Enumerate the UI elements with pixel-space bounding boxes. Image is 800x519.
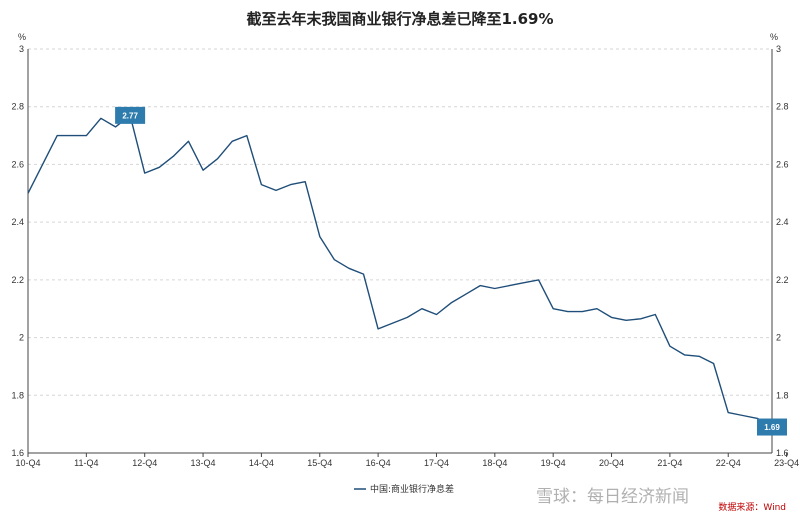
- watermark: 雪球：每日经济新闻: [536, 487, 689, 507]
- x-tick-label: 21-Q4: [657, 458, 682, 468]
- chart-title: 截至去年末我国商业银行净息差已降至1.69%: [246, 10, 553, 28]
- y-tick-label-left: 2.2: [11, 275, 24, 285]
- y-tick-label-right: 2.2: [776, 275, 789, 285]
- right-axis-unit: %: [770, 32, 778, 42]
- y-tick-label-left: 2: [19, 333, 24, 343]
- y-tick-label-right: 2: [776, 333, 781, 343]
- x-tick-label: 14-Q4: [249, 458, 274, 468]
- x-tick-label: 22-Q4: [716, 458, 741, 468]
- x-tick-label: 11-Q4: [74, 458, 98, 468]
- data-callout: [115, 106, 146, 124]
- series-line: [27, 114, 773, 428]
- y-tick-label-left: 2.8: [11, 102, 24, 112]
- y-tick-label-left: 1.8: [11, 390, 24, 400]
- y-tick-label-right: 3: [776, 44, 781, 54]
- left-y-axis-ticks: 1.6 1.8 2 2.2 2.4 2.6 2.8 3: [11, 44, 24, 458]
- y-tick-label-left: 2.6: [11, 159, 24, 169]
- gridlines: [28, 48, 772, 396]
- callouts-layer: 2.77 1.69: [115, 106, 787, 436]
- x-tick-label: 19-Q4: [541, 458, 566, 468]
- data-source: 数据来源：Wind: [718, 501, 786, 513]
- legend: 中国:商业银行净息差: [354, 483, 454, 495]
- x-tick-label: 20-Q4: [599, 458, 624, 468]
- y-tick-label-left: 1.6: [11, 448, 24, 458]
- x-tick-label: 18-Q4: [482, 458, 507, 468]
- right-y-axis-ticks: 1.6 1.8 2 2.2 2.4 2.6 2.8 3: [776, 44, 789, 458]
- data-callout-label: 2.77: [122, 111, 138, 120]
- x-tick-label: 12-Q4: [132, 458, 157, 468]
- x-tick-label: 16-Q4: [366, 458, 391, 468]
- y-tick-label-left: 3: [19, 44, 24, 54]
- y-tick-label-right: 2.6: [776, 159, 789, 169]
- x-tick-label: 13-Q4: [191, 458, 216, 468]
- y-tick-label-right: 1.8: [776, 390, 789, 400]
- x-tick-label: 23-Q4: [774, 458, 799, 468]
- data-callout: [757, 418, 787, 436]
- legend-label: 中国:商业银行净息差: [370, 483, 454, 495]
- series-layer: [27, 114, 773, 428]
- x-tick-label: 10-Q4: [15, 458, 40, 468]
- left-axis-unit: %: [18, 32, 26, 42]
- y-tick-label-right: 2.8: [776, 102, 789, 112]
- x-axis-ticks: 10-Q4 11-Q4 12-Q4 13-Q4 14-Q4 15-Q4 16-Q4 17-Q4…: [15, 453, 799, 468]
- data-callout-label: 1.69: [764, 423, 780, 432]
- x-tick-label: 15-Q4: [307, 458, 332, 468]
- axes: [27, 49, 773, 454]
- y-tick-label-right: 1.6: [776, 448, 789, 458]
- x-tick-label: 17-Q4: [424, 458, 449, 468]
- y-tick-label-left: 2.4: [11, 217, 24, 227]
- y-tick-label-right: 2.4: [776, 217, 789, 227]
